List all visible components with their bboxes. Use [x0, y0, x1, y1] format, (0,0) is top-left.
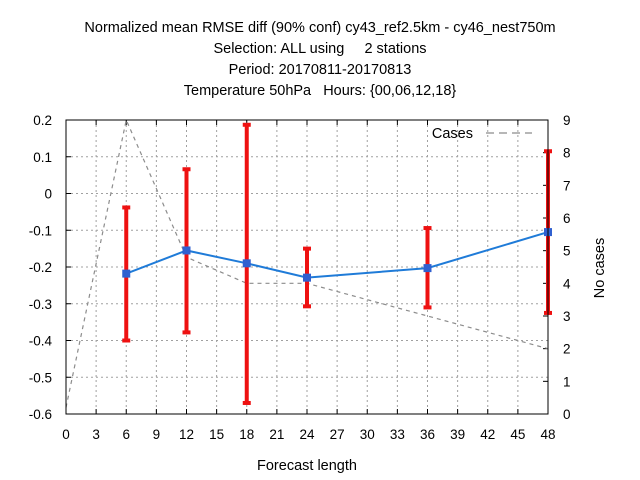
y-tick-label: -0.5: [29, 370, 52, 385]
data-point: [122, 269, 131, 278]
y-tick-label: -0.6: [29, 407, 52, 422]
x-tick-label: 33: [390, 427, 405, 442]
data-point: [242, 259, 251, 268]
y-tick-label: 0: [44, 187, 52, 202]
x-tick-label: 12: [179, 427, 194, 442]
chart-title-line-1: Normalized mean RMSE diff (90% conf) cy4…: [84, 20, 556, 36]
data-point: [303, 273, 311, 282]
x-tick-label: 3: [92, 427, 100, 442]
chart-title-line-2: Selection: ALL using 2 stations: [213, 41, 427, 57]
x-tick-label: 24: [299, 427, 315, 442]
y2-tick-label: 9: [563, 113, 571, 128]
mean-diff-line: [125, 231, 549, 279]
x-tick-label: 45: [510, 427, 525, 442]
x-tick-label: 30: [360, 427, 375, 442]
tick-labels: 0 3 6 9 12 15 18 21 24 27 30 33 36 39 42 45 480.20.10-0.…: [29, 113, 571, 442]
x-tick-label: 27: [330, 427, 345, 442]
x-tick-label: 0: [62, 427, 70, 442]
y-tick-label: -0.1: [29, 223, 52, 238]
y-tick-label: -0.2: [29, 260, 52, 275]
y2-tick-label: 8: [563, 146, 571, 161]
plot-frame: [65, 119, 549, 415]
y2-tick-label: 1: [563, 374, 571, 389]
legend-label-cases: Cases: [432, 126, 473, 142]
data-point: [182, 246, 191, 255]
chart-title-line-3: Period: 20170811-20170813: [228, 62, 412, 78]
x-tick-label: 15: [209, 427, 224, 442]
x-tick-label: 48: [540, 427, 555, 442]
chart-title-line-4: Temperature 50hPa Hours: {00,06,12,18}: [183, 83, 457, 99]
y2-tick-label: 7: [563, 178, 571, 193]
x-tick-label: 36: [420, 427, 435, 442]
y2-tick-label: 6: [563, 211, 571, 226]
y2-tick-label: 3: [563, 309, 571, 324]
y2-tick-label: 0: [563, 407, 571, 422]
y-tick-label: 0.1: [33, 150, 52, 165]
y2-tick-label: 2: [563, 342, 571, 357]
x-tick-label: 18: [239, 427, 254, 442]
x-tick-label: 6: [122, 427, 130, 442]
grid-lines: [66, 120, 548, 414]
x-tick-label: 42: [480, 427, 495, 442]
x-tick-label: 9: [153, 427, 161, 442]
x-tick-label: 39: [450, 427, 465, 442]
y2-tick-label: 5: [563, 244, 571, 259]
y-tick-label: -0.4: [29, 334, 53, 349]
data-point: [423, 264, 432, 273]
y-tick-label: 0.2: [33, 113, 52, 128]
x-axis-label: Forecast length: [257, 458, 357, 474]
y2-axis-label: No cases: [592, 238, 608, 298]
y-tick-label: -0.3: [29, 297, 52, 312]
y2-tick-label: 4: [563, 276, 571, 291]
legend: Cases: [432, 126, 532, 142]
x-tick-label: 21: [269, 427, 284, 442]
